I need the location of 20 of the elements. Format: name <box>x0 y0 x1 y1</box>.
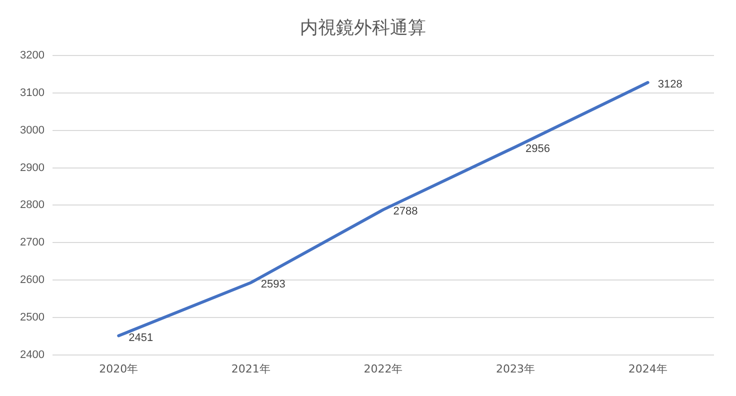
y-tick-label: 2700 <box>20 236 44 249</box>
y-tick-label: 2500 <box>20 311 44 324</box>
x-tick-label: 2024年 <box>628 362 668 376</box>
y-tick-label: 2600 <box>20 274 44 286</box>
y-tick-label: 2900 <box>20 162 44 174</box>
y-tick-label: 2400 <box>20 348 44 361</box>
x-tick-label: 2021年 <box>231 362 270 376</box>
x-tick-label: 2020年 <box>99 362 138 376</box>
x-tick-label: 2022年 <box>364 362 403 376</box>
x-tick-label: 2023年 <box>496 362 536 376</box>
y-tick-label: 3000 <box>20 124 44 136</box>
data-label: 2956 <box>526 142 550 155</box>
data-label: 3128 <box>658 78 682 91</box>
y-tick-label: 2800 <box>20 199 44 212</box>
data-label: 2788 <box>393 206 418 218</box>
data-label: 2451 <box>128 332 154 344</box>
data-label: 2593 <box>260 278 286 291</box>
y-tick-label: 3200 <box>20 50 44 62</box>
y-tick-label: 3100 <box>20 87 44 100</box>
chart-title: 内視鏡外科通算 <box>300 17 426 38</box>
